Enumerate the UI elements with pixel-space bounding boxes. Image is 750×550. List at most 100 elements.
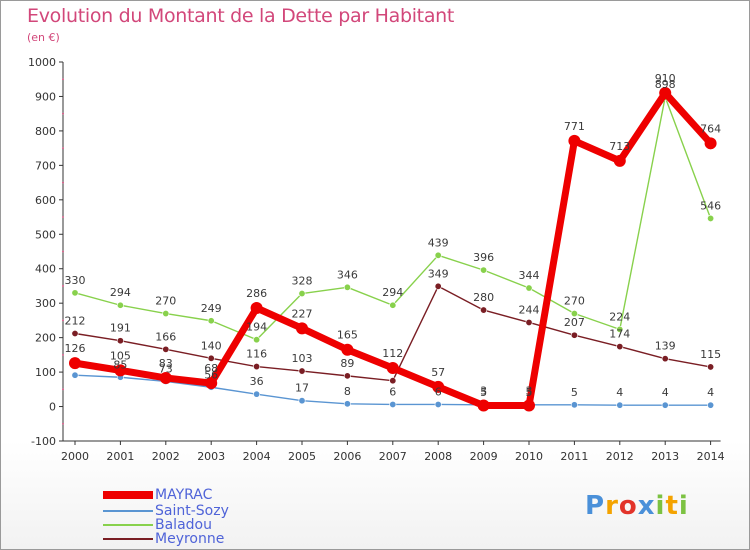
data-point-baladou <box>389 301 397 309</box>
data-label-baladou: 344 <box>519 269 540 282</box>
x-tick-label: 2010 <box>515 450 543 463</box>
y-tick-label: 600 <box>35 194 56 207</box>
data-point-saint-sozy <box>570 401 578 409</box>
data-label-mayrac: 68 <box>204 362 218 375</box>
data-label-baladou: 194 <box>246 321 267 334</box>
data-label-mayrac: 83 <box>159 357 173 370</box>
data-point-saint-sozy <box>661 401 669 409</box>
legend-item-baladou: Baladou <box>103 517 212 532</box>
data-label-saint-sozy: 36 <box>250 375 264 388</box>
y-tick-label: 500 <box>35 228 56 241</box>
data-label-meyronne: 191 <box>110 322 131 335</box>
y-minor-dot <box>62 181 64 184</box>
legend-label-baladou: Baladou <box>155 516 212 533</box>
proxiti-logo: Proxiti <box>585 491 689 521</box>
data-point-mayrac <box>613 154 626 167</box>
data-point-meyronne <box>253 363 261 371</box>
data-point-baladou <box>434 251 442 259</box>
data-label-mayrac: 165 <box>337 329 358 342</box>
series-meyronne <box>71 282 715 385</box>
y-tick-label: 700 <box>35 159 56 172</box>
data-label-mayrac: 112 <box>382 347 403 360</box>
y-minor-dot <box>62 285 64 287</box>
data-point-meyronne <box>616 343 624 351</box>
data-label-meyronne: 140 <box>201 339 222 352</box>
data-point-meyronne <box>389 377 397 385</box>
data-point-baladou <box>71 289 79 297</box>
data-point-mayrac <box>159 371 172 384</box>
data-point-mayrac <box>250 302 263 315</box>
axes: -100 0 100 200 300 400 500 600 700 800 900 1000 2000… <box>28 56 725 463</box>
chart-title: Evolution du Montant de la Dette par Hab… <box>27 5 455 27</box>
data-label-meyronne: 280 <box>473 291 494 304</box>
data-point-mayrac <box>341 343 354 356</box>
data-point-meyronne <box>298 367 306 375</box>
data-point-meyronne <box>480 306 488 314</box>
data-label-baladou: 294 <box>382 286 403 299</box>
data-point-saint-sozy <box>434 400 442 408</box>
logo-letter: i <box>678 491 689 521</box>
series-layer <box>69 87 717 412</box>
data-label-baladou: 270 <box>155 295 176 308</box>
data-label-saint-sozy: 5 <box>526 386 533 399</box>
legend-swatch-saint-sozy <box>103 509 153 512</box>
data-label-mayrac: 910 <box>655 72 676 85</box>
y-minor-dot <box>62 319 64 322</box>
y-minor-dot <box>62 147 64 150</box>
data-point-baladou <box>616 325 624 333</box>
data-label-saint-sozy: 5 <box>571 386 578 399</box>
data-point-mayrac <box>568 134 581 147</box>
x-tick-label: 2012 <box>606 450 634 463</box>
data-point-mayrac <box>477 399 490 412</box>
y-tick-label: 100 <box>35 366 56 379</box>
logo-letter: t <box>665 491 679 521</box>
y-minor-dot <box>62 216 64 218</box>
data-point-baladou <box>343 283 351 291</box>
x-tick-label: 2006 <box>333 450 361 463</box>
y-minor-dot <box>62 250 64 253</box>
legend-item-mayrac: MAYRAC <box>103 487 212 502</box>
data-point-mayrac <box>296 322 308 335</box>
data-point-meyronne <box>525 318 533 326</box>
data-label-saint-sozy: 6 <box>389 385 396 398</box>
data-point-baladou <box>525 284 533 292</box>
data-label-meyronne: 116 <box>246 348 267 361</box>
data-label-baladou: 396 <box>473 251 494 264</box>
data-label-mayrac: 713 <box>609 140 630 153</box>
data-point-mayrac <box>659 87 672 100</box>
data-label-baladou: 898 <box>655 78 676 91</box>
data-label-saint-sozy: 56 <box>204 368 218 381</box>
data-label-mayrac: 3 <box>526 385 533 398</box>
legend-swatch-meyronne <box>103 537 153 540</box>
data-label-mayrac: 126 <box>65 342 86 355</box>
data-point-meyronne <box>207 354 215 362</box>
data-label-meyronne: 207 <box>564 316 585 329</box>
data-point-meyronne <box>162 345 170 353</box>
y-tick-label: 800 <box>35 125 56 138</box>
data-label-saint-sozy: 73 <box>159 362 173 375</box>
data-label-meyronne: 174 <box>609 328 630 341</box>
data-point-meyronne <box>434 282 442 290</box>
data-label-meyronne: 244 <box>519 303 540 316</box>
data-label-meyronne: 139 <box>655 340 676 353</box>
series-baladou <box>71 93 715 344</box>
data-label-mayrac: 57 <box>431 366 445 379</box>
data-point-meyronne <box>343 372 351 380</box>
y-tick-label: 1000 <box>28 56 56 69</box>
data-label-mayrac: 286 <box>246 287 267 300</box>
x-tick-label: 2002 <box>152 450 180 463</box>
data-label-baladou: 439 <box>428 236 449 249</box>
y-minor-dot <box>62 388 64 391</box>
legend-swatch-baladou <box>103 523 153 526</box>
data-point-mayrac <box>69 357 81 370</box>
data-point-baladou <box>253 336 261 344</box>
data-point-mayrac <box>704 137 717 150</box>
legend-item-meyronne: Meyronne <box>103 531 224 546</box>
x-tick-label: 2013 <box>651 450 679 463</box>
data-label-mayrac: 3 <box>480 385 487 398</box>
legend-item-saint-sozy: Saint-Sozy <box>103 503 229 518</box>
data-label-baladou: 330 <box>65 274 86 287</box>
y-tick-label: 0 <box>49 401 56 414</box>
